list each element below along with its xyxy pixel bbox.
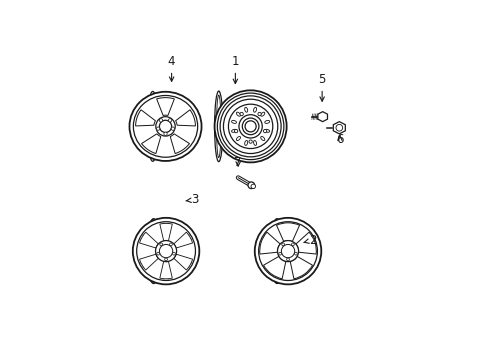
Circle shape: [286, 258, 289, 261]
Ellipse shape: [231, 129, 236, 132]
Polygon shape: [175, 110, 195, 126]
Circle shape: [217, 93, 284, 159]
Circle shape: [281, 243, 284, 246]
Text: 2: 2: [303, 234, 316, 247]
Polygon shape: [170, 134, 189, 154]
Circle shape: [239, 115, 262, 138]
Wedge shape: [139, 232, 158, 248]
Ellipse shape: [147, 91, 158, 161]
Polygon shape: [317, 112, 327, 122]
Circle shape: [160, 243, 162, 246]
Circle shape: [157, 252, 159, 255]
Polygon shape: [141, 134, 161, 154]
Text: 3: 3: [185, 193, 199, 206]
Wedge shape: [160, 261, 172, 279]
Circle shape: [335, 125, 342, 131]
Ellipse shape: [148, 223, 158, 279]
Circle shape: [133, 218, 199, 284]
Ellipse shape: [236, 112, 240, 116]
Ellipse shape: [214, 91, 223, 162]
Ellipse shape: [216, 95, 221, 158]
Ellipse shape: [253, 107, 256, 112]
Ellipse shape: [244, 107, 247, 112]
Polygon shape: [135, 110, 155, 126]
Circle shape: [281, 244, 294, 258]
Text: 6: 6: [335, 132, 343, 145]
Circle shape: [220, 96, 281, 157]
Wedge shape: [295, 232, 316, 254]
Ellipse shape: [129, 92, 201, 161]
Circle shape: [159, 120, 171, 132]
Wedge shape: [259, 232, 280, 254]
Wedge shape: [173, 232, 192, 248]
Wedge shape: [276, 223, 299, 242]
Circle shape: [244, 121, 256, 132]
Circle shape: [171, 127, 174, 130]
Wedge shape: [263, 256, 285, 279]
Ellipse shape: [253, 140, 256, 145]
Ellipse shape: [260, 136, 264, 140]
Polygon shape: [156, 98, 174, 116]
Ellipse shape: [133, 95, 197, 157]
Wedge shape: [160, 223, 172, 241]
Circle shape: [159, 119, 163, 122]
Wedge shape: [139, 254, 158, 270]
Ellipse shape: [236, 136, 240, 140]
Circle shape: [137, 222, 195, 280]
Circle shape: [223, 99, 277, 153]
Circle shape: [258, 222, 317, 280]
Circle shape: [291, 243, 294, 246]
Circle shape: [277, 240, 298, 262]
Circle shape: [294, 252, 297, 255]
Text: 7: 7: [234, 156, 242, 168]
Circle shape: [164, 258, 167, 261]
Wedge shape: [290, 256, 312, 279]
Ellipse shape: [272, 223, 281, 279]
Circle shape: [172, 252, 175, 255]
Circle shape: [263, 129, 266, 133]
Ellipse shape: [264, 121, 269, 123]
Ellipse shape: [270, 219, 283, 283]
Text: 4: 4: [167, 55, 175, 81]
Text: 5: 5: [318, 73, 325, 101]
Circle shape: [163, 132, 167, 135]
Wedge shape: [173, 254, 192, 270]
Ellipse shape: [150, 227, 156, 275]
Circle shape: [257, 112, 261, 116]
Circle shape: [159, 244, 172, 258]
Circle shape: [248, 140, 252, 143]
Circle shape: [234, 129, 237, 133]
Circle shape: [240, 112, 243, 116]
Circle shape: [169, 243, 172, 246]
Ellipse shape: [260, 112, 264, 116]
Ellipse shape: [244, 140, 247, 145]
Ellipse shape: [150, 99, 155, 153]
Circle shape: [250, 184, 255, 189]
Ellipse shape: [146, 219, 160, 283]
Circle shape: [242, 118, 259, 135]
Polygon shape: [333, 122, 345, 134]
Circle shape: [155, 240, 176, 262]
Circle shape: [254, 218, 321, 284]
Circle shape: [168, 119, 171, 122]
Circle shape: [214, 90, 286, 162]
Circle shape: [228, 104, 272, 149]
Ellipse shape: [231, 121, 236, 123]
Circle shape: [278, 252, 281, 255]
Ellipse shape: [149, 96, 156, 157]
Text: 1: 1: [231, 55, 239, 84]
Circle shape: [247, 182, 254, 189]
Ellipse shape: [274, 227, 279, 275]
Ellipse shape: [264, 129, 269, 132]
Circle shape: [156, 117, 175, 136]
Circle shape: [156, 127, 160, 130]
